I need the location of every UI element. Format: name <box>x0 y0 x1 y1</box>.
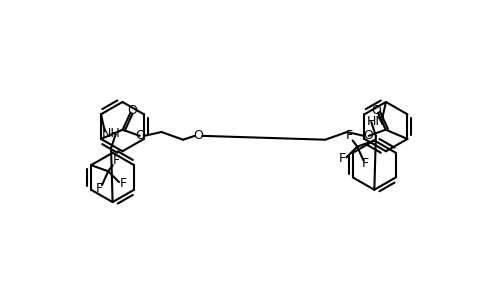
Text: O: O <box>127 104 137 117</box>
Text: NH: NH <box>102 127 121 140</box>
Text: F: F <box>113 154 120 167</box>
Text: O: O <box>364 129 373 142</box>
Text: F: F <box>339 153 346 165</box>
Text: O: O <box>193 129 203 142</box>
Text: O: O <box>372 104 381 117</box>
Text: O: O <box>135 129 145 142</box>
Text: F: F <box>96 182 103 195</box>
Text: F: F <box>346 129 353 142</box>
Text: F: F <box>362 157 370 170</box>
Text: F: F <box>120 177 126 190</box>
Text: HN: HN <box>367 115 385 128</box>
